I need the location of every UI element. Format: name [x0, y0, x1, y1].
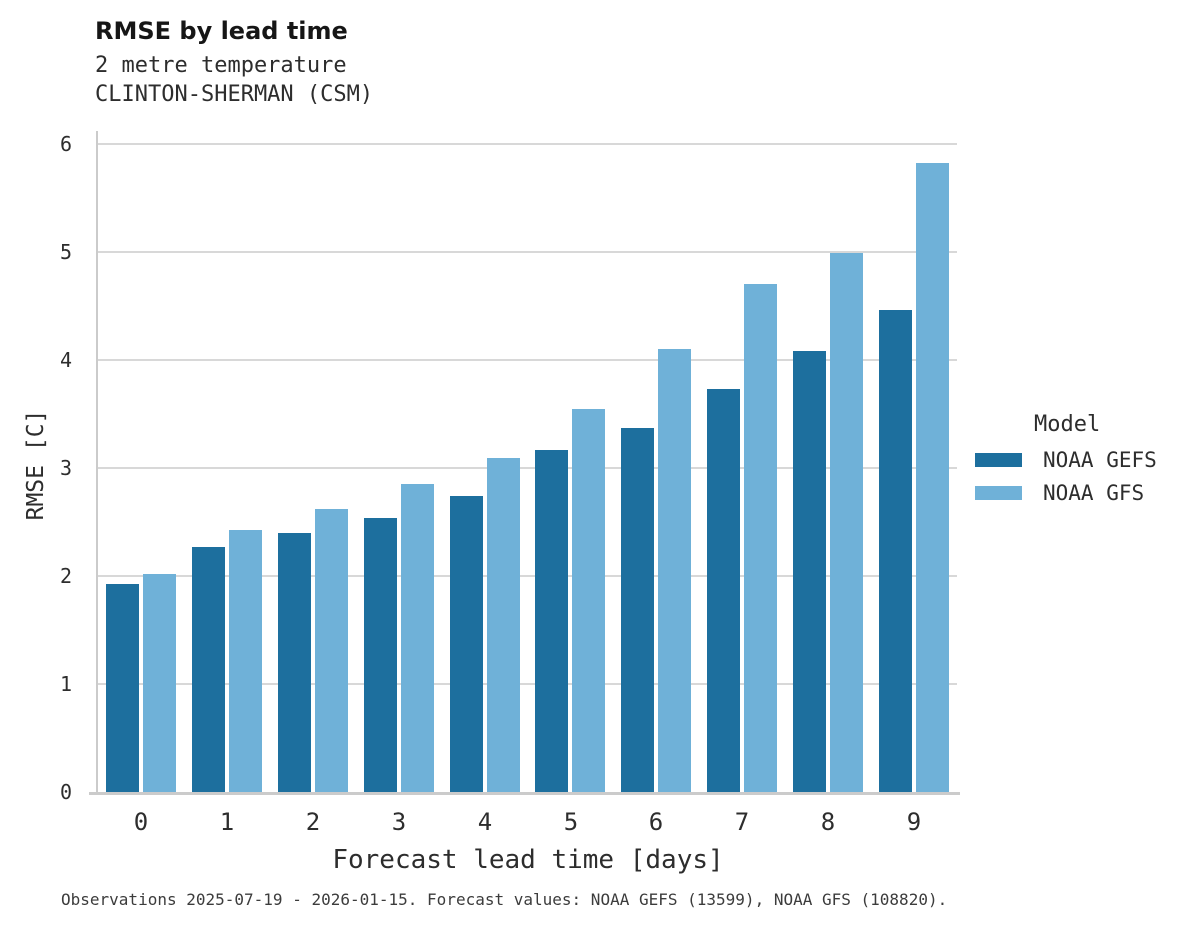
x-axis-label: Forecast lead time [days]	[332, 845, 724, 875]
bar-noaa-gfs-lead-0	[143, 574, 176, 792]
x-tick-label-1: 1	[219, 808, 235, 836]
y-tick-label-1: 1	[59, 672, 72, 696]
bar-noaa-gefs-lead-8	[793, 351, 826, 792]
legend-entry-noaa-gfs: NOAA GFS	[968, 482, 1193, 504]
y-tick-label-3: 3	[59, 456, 72, 480]
x-tick-label-4: 4	[477, 808, 493, 836]
bar-noaa-gefs-lead-9	[879, 310, 912, 792]
y-tick-label-2: 2	[59, 564, 72, 588]
bar-noaa-gfs-lead-6	[658, 349, 691, 792]
bar-noaa-gefs-lead-2	[278, 533, 311, 792]
legend-label-noaa-gfs: NOAA GFS	[1043, 481, 1145, 505]
chart-subtitle-station: CLINTON-SHERMAN (CSM)	[95, 82, 374, 107]
bar-noaa-gefs-lead-4	[450, 496, 483, 792]
y-tick-label-6: 6	[59, 132, 72, 156]
bar-noaa-gfs-lead-2	[315, 509, 348, 792]
legend: Model NOAA GEFS NOAA GFS	[968, 412, 1193, 504]
legend-entry-noaa-gefs: NOAA GEFS	[968, 449, 1193, 471]
chart-subtitle-variable: 2 metre temperature	[95, 53, 347, 78]
x-tick-label-5: 5	[563, 808, 579, 836]
legend-swatch-noaa-gfs	[975, 486, 1022, 500]
y-tick-label-0: 0	[59, 780, 72, 804]
x-tick-label-6: 6	[648, 808, 664, 836]
bar-noaa-gfs-lead-5	[572, 409, 605, 792]
x-axis-spine	[89, 792, 960, 795]
bar-noaa-gfs-lead-7	[744, 284, 777, 792]
bar-noaa-gfs-lead-9	[916, 163, 949, 792]
bar-noaa-gefs-lead-5	[535, 450, 568, 792]
y-tick-label-5: 5	[59, 240, 72, 264]
x-tick-label-3: 3	[391, 808, 407, 836]
bar-noaa-gefs-lead-0	[106, 584, 139, 792]
bar-noaa-gefs-lead-7	[707, 389, 740, 792]
y-axis-spine	[96, 131, 98, 795]
gridline-y-4	[98, 359, 957, 361]
gridline-y-5	[98, 251, 957, 253]
bar-noaa-gfs-lead-8	[830, 253, 863, 792]
bar-noaa-gefs-lead-1	[192, 547, 225, 792]
x-tick-label-9: 9	[906, 808, 922, 836]
x-tick-label-8: 8	[820, 808, 836, 836]
legend-swatch-noaa-gefs	[975, 453, 1022, 467]
x-tick-label-2: 2	[305, 808, 321, 836]
legend-label-noaa-gefs: NOAA GEFS	[1043, 448, 1157, 472]
gridline-y-2	[98, 575, 957, 577]
legend-title: Model	[1034, 412, 1101, 437]
x-tick-label-7: 7	[734, 808, 750, 836]
gridline-y-1	[98, 683, 957, 685]
x-tick-label-0: 0	[133, 808, 149, 836]
y-tick-label-4: 4	[59, 348, 72, 372]
bar-noaa-gfs-lead-4	[487, 458, 520, 792]
bar-noaa-gefs-lead-3	[364, 518, 397, 792]
bar-noaa-gefs-lead-6	[621, 428, 654, 792]
chart-title: RMSE by lead time	[95, 17, 348, 45]
bar-noaa-gfs-lead-3	[401, 484, 434, 792]
bar-noaa-gfs-lead-1	[229, 530, 262, 792]
gridline-y-6	[98, 143, 957, 145]
caption: Observations 2025-07-19 - 2026-01-15. Fo…	[61, 890, 948, 909]
gridline-y-3	[98, 467, 957, 469]
